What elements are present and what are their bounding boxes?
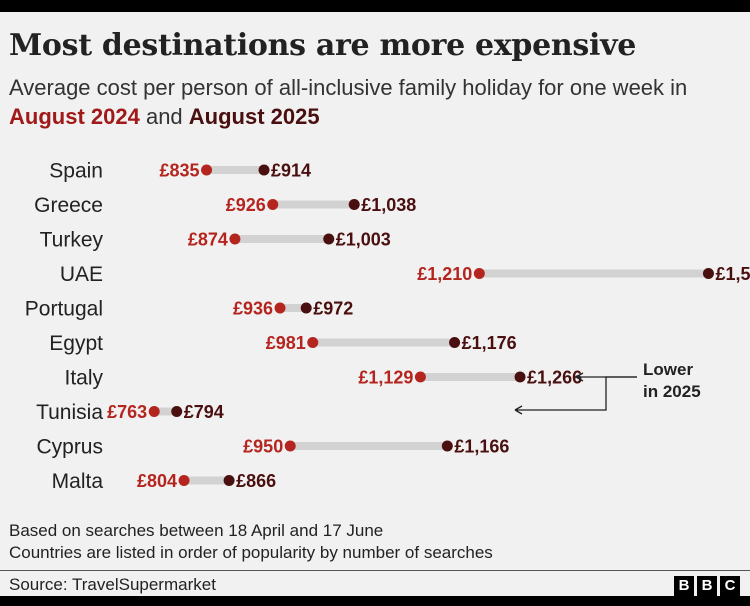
point-2024: [274, 302, 286, 314]
value-label: £1,525: [715, 264, 750, 284]
point-2025: [223, 475, 235, 486]
value-label: £1,038: [361, 195, 416, 215]
annotation-text: in 2025: [643, 382, 701, 401]
category-label: Italy: [64, 367, 103, 390]
value-label: £972: [313, 299, 353, 319]
chart-notes: Based on searches between 18 April and 1…: [9, 520, 493, 564]
point-2025: [702, 268, 714, 279]
point-2024: [473, 268, 485, 279]
point-2024: [414, 371, 426, 383]
point-2025: [449, 337, 461, 348]
category-label: Egypt: [49, 332, 103, 355]
value-label: £926: [226, 195, 266, 215]
chart-card: Most destinations are more expensive Ave…: [0, 12, 750, 596]
value-label: £763: [107, 402, 147, 422]
point-2024: [284, 440, 296, 452]
value-label: £835: [160, 161, 200, 181]
point-2025: [323, 233, 335, 245]
point-2025: [258, 164, 270, 176]
point-2024: [148, 406, 160, 417]
note-ordering: Countries are listed in order of popular…: [9, 543, 493, 562]
value-label: £950: [243, 437, 283, 457]
legend-2024: August 2024: [9, 104, 140, 129]
category-label: Greece: [34, 194, 103, 217]
value-label: £866: [236, 471, 276, 491]
chart-title: Most destinations are more expensive: [9, 28, 636, 63]
category-label: Tunisia: [36, 401, 103, 424]
point-2024: [307, 337, 319, 348]
category-label: Malta: [52, 470, 104, 493]
category-label: Portugal: [25, 298, 103, 321]
dumbbell-chart: Spain £835 £914 Greece £926 £1,038 Turkey £874 £…: [25, 160, 750, 494]
point-2024: [267, 199, 279, 210]
value-label: £981: [266, 333, 306, 353]
value-label: £936: [233, 299, 273, 319]
value-label: £1,003: [336, 230, 391, 250]
category-label: Cyprus: [36, 436, 103, 459]
annotation-arrow: [514, 376, 637, 415]
point-2025: [441, 440, 453, 452]
value-label: £1,210: [417, 264, 472, 284]
bbc-logo: B B C: [674, 576, 740, 596]
point-2025: [171, 406, 183, 417]
point-2025: [300, 302, 312, 314]
annotation-text: Lower: [643, 360, 693, 379]
subtitle-text: Average cost per person of all-inclusive…: [9, 75, 688, 100]
footer-divider: [0, 570, 750, 571]
point-2024: [178, 475, 190, 486]
point-2024: [229, 233, 241, 245]
logo-letter: B: [674, 576, 694, 596]
category-label: UAE: [60, 263, 103, 286]
logo-letter: B: [697, 576, 717, 596]
legend-2025: August 2025: [188, 104, 320, 129]
note-date-range: Based on searches between 18 April and 1…: [9, 521, 384, 540]
value-label: £1,166: [454, 437, 509, 457]
value-label: £874: [188, 230, 228, 250]
category-label: Spain: [49, 160, 103, 183]
logo-letter: C: [720, 576, 740, 596]
category-label: Turkey: [40, 229, 104, 252]
value-label: £1,266: [527, 368, 582, 388]
source-text: Source: TravelSupermarket: [9, 575, 216, 594]
value-label: £1,129: [358, 368, 413, 388]
point-2025: [514, 371, 526, 383]
value-label: £804: [137, 471, 177, 491]
value-label: £1,176: [462, 333, 517, 353]
value-label: £914: [271, 161, 311, 181]
point-2025: [348, 199, 360, 210]
subtitle-and: and: [145, 104, 183, 129]
value-label: £794: [184, 402, 224, 422]
point-2024: [201, 164, 213, 176]
chart-subtitle: Average cost per person of all-inclusive…: [9, 73, 744, 131]
